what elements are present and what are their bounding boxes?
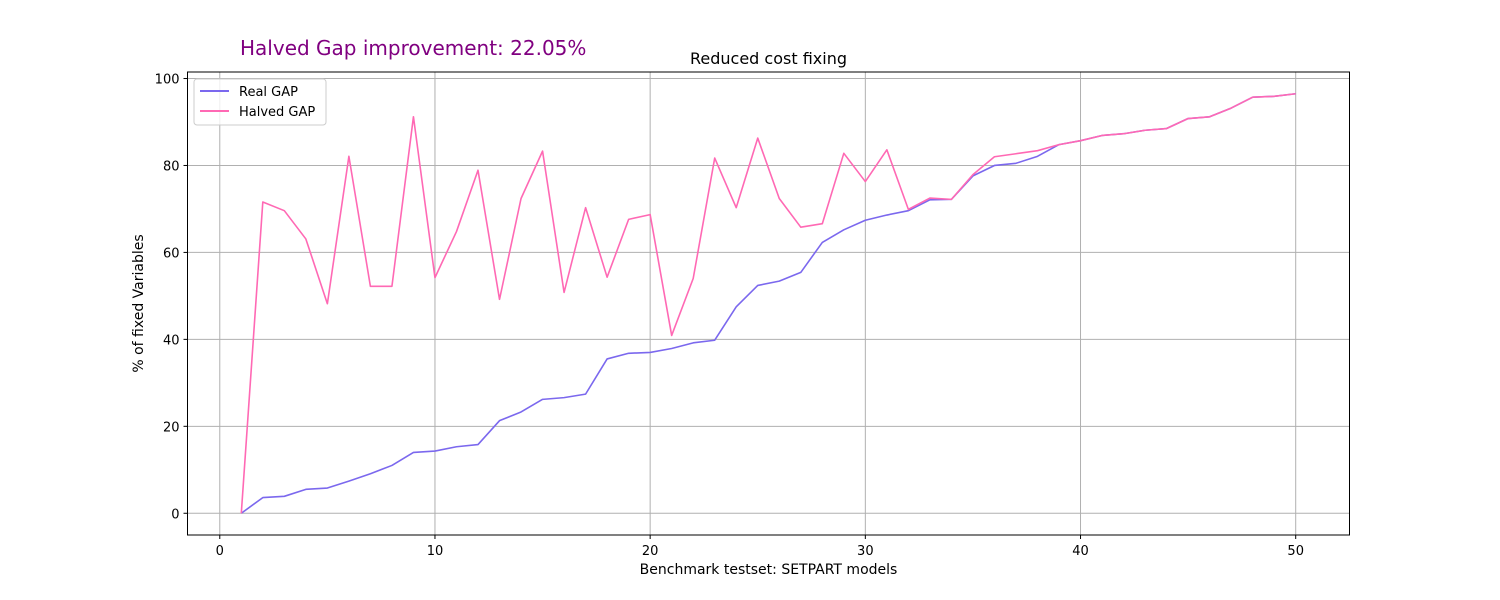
x-tick-label: 40 bbox=[1072, 544, 1089, 559]
grid-lines bbox=[187, 72, 1350, 535]
y-tick-label: 20 bbox=[163, 420, 180, 435]
legend-label-halved-gap: Halved GAP bbox=[239, 105, 315, 120]
y-tick-label: 0 bbox=[171, 507, 179, 522]
y-axis-label: % of fixed Variables bbox=[131, 234, 147, 372]
plot-frame bbox=[187, 71, 1350, 536]
chart-annotation: Halved Gap improvement: 22.05% bbox=[240, 36, 586, 60]
y-tick-label: 40 bbox=[163, 333, 180, 348]
y-tick-label: 100 bbox=[155, 73, 180, 88]
x-tick-label: 20 bbox=[642, 544, 659, 559]
x-tick-label: 0 bbox=[216, 544, 224, 559]
y-tick-label: 80 bbox=[163, 159, 180, 174]
x-tick-label: 50 bbox=[1287, 544, 1304, 559]
x-tick-label: 30 bbox=[857, 544, 874, 559]
x-axis-label: Benchmark testset: SETPART models bbox=[640, 562, 898, 578]
x-tick-label: 10 bbox=[427, 544, 444, 559]
legend: Real GAP Halved GAP bbox=[193, 78, 327, 126]
chart-title: Reduced cost fixing bbox=[690, 49, 847, 68]
axis-ticks: 0 10 20 30 40 50 0 20 40 60 80 100 bbox=[155, 73, 1304, 559]
series-layer bbox=[240, 92, 1296, 514]
series-line-real-gap bbox=[240, 92, 1296, 514]
series-line-halved-gap bbox=[240, 92, 1296, 514]
y-tick-label: 60 bbox=[163, 246, 180, 261]
legend-label-real-gap: Real GAP bbox=[239, 85, 298, 100]
